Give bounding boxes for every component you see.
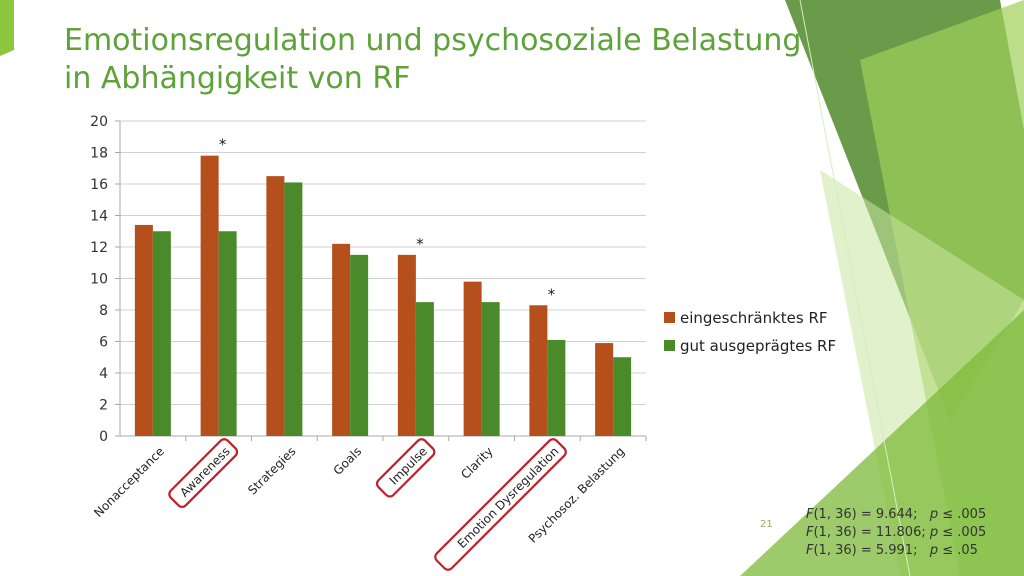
bar: [266, 176, 285, 436]
bar: [332, 243, 351, 436]
statistics-block: F(1, 36) = 9.644; p ≤ .005 F(1, 36) = 11…: [806, 506, 986, 560]
legend-swatch: [664, 340, 675, 351]
stat-p-symbol: p: [929, 525, 939, 540]
category-label-group: Emotion Dysregulation: [434, 438, 567, 571]
stat-line: F(1, 36) = 9.644; p ≤ .005: [806, 506, 986, 524]
slide-title-line2: in Abhängigkeit von RF: [64, 61, 411, 96]
y-tick-label: 12: [90, 240, 108, 256]
bar: [397, 254, 416, 436]
category-label: Strategies: [245, 444, 298, 497]
stat-f-value: (1, 36) = 9.644;: [813, 507, 930, 522]
stat-p-symbol: p: [929, 507, 939, 522]
bar: [463, 281, 482, 436]
y-tick-label: 10: [90, 272, 108, 288]
y-tick-label: 6: [99, 335, 108, 351]
bar: [284, 182, 303, 436]
bar: [595, 343, 614, 436]
bar: [152, 231, 171, 436]
bar: [350, 254, 369, 436]
category-label-group: Goals: [331, 444, 365, 478]
bar: [134, 224, 153, 436]
y-tick-label: 4: [99, 366, 108, 382]
category-highlight-box: [434, 438, 567, 571]
bar: [218, 231, 237, 436]
category-label: Awareness: [177, 444, 232, 499]
bar: [200, 155, 219, 436]
y-tick-label: 18: [90, 146, 108, 162]
stat-f-value: (1, 36) = 11.806;: [813, 525, 930, 540]
y-tick-label: 20: [90, 114, 108, 130]
y-tick-label: 2: [99, 398, 108, 414]
significance-marker: *: [548, 285, 556, 303]
y-tick-label: 8: [99, 303, 108, 319]
stat-line: F(1, 36) = 5.991; p ≤ .05: [806, 542, 986, 560]
stat-p-symbol: p: [929, 543, 939, 558]
y-tick-label: 16: [90, 177, 108, 193]
category-label: Goals: [331, 444, 365, 478]
stat-p-value: ≤ .05: [938, 543, 978, 558]
bar: [481, 302, 500, 436]
page-number: 21: [760, 519, 773, 530]
category-label: Nonacceptance: [91, 444, 167, 520]
bar: [415, 302, 434, 436]
significance-marker: *: [219, 136, 227, 154]
legend-swatch: [664, 312, 675, 323]
stat-line: F(1, 36) = 11.806; p ≤ .005: [806, 524, 986, 542]
category-label-group: Impulse: [375, 438, 436, 498]
category-label-group: Awareness: [168, 438, 239, 509]
y-tick-label: 14: [90, 209, 108, 225]
bar: [547, 339, 566, 436]
legend-label: eingeschränktes RF: [680, 309, 828, 327]
category-highlight-box: [168, 438, 239, 509]
slide-title: Emotionsregulation und psychosoziale Bel…: [64, 22, 824, 98]
category-label-group: Nonacceptance: [91, 444, 167, 520]
category-label-group: Clarity: [458, 444, 496, 482]
y-tick-label: 0: [99, 429, 108, 445]
stat-f-value: (1, 36) = 5.991;: [813, 543, 930, 558]
category-label: Clarity: [458, 444, 496, 482]
category-label-group: Strategies: [245, 444, 298, 497]
category-highlight-box: [375, 438, 436, 498]
bar: [613, 357, 632, 436]
slide-title-line1: Emotionsregulation und psychosoziale Bel…: [64, 23, 802, 58]
stat-p-value: ≤ .005: [938, 507, 987, 522]
bar: [529, 305, 548, 436]
significance-marker: *: [416, 235, 424, 253]
legend-label: gut ausgeprägtes RF: [680, 337, 836, 355]
stat-p-value: ≤ .005: [938, 525, 987, 540]
